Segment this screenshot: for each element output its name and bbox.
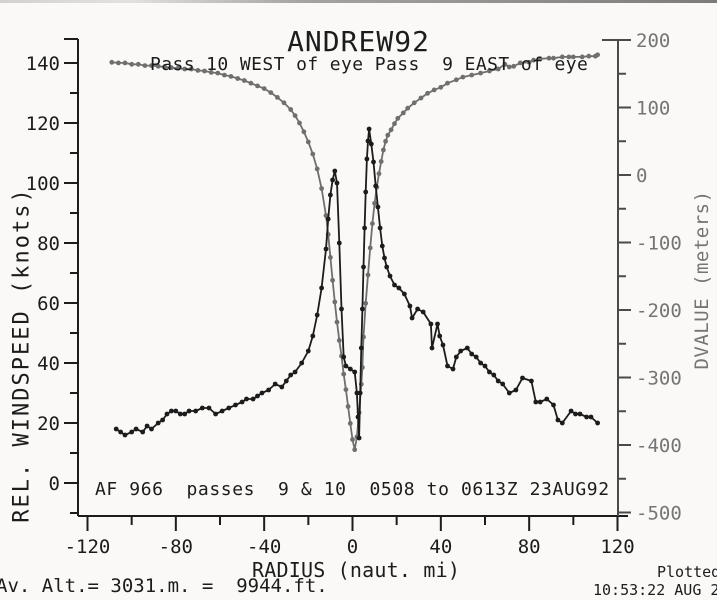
svg-text:100: 100 [26,173,60,195]
right-axis: 200 100 0 -100 -200 -300 -400 -500 [602,30,682,525]
svg-text:-40: -40 [247,536,281,558]
svg-text:80: 80 [518,536,541,558]
svg-text:200: 200 [636,30,670,52]
svg-text:40: 40 [429,536,452,558]
svg-text:120: 120 [600,536,634,558]
svg-text:-80: -80 [159,536,193,558]
svg-text:-400: -400 [636,435,682,457]
x-axis-title: RADIUS (naut. mi) [252,558,461,582]
svg-text:-120: -120 [65,536,111,558]
svg-text:140: 140 [26,53,60,75]
chart-subtitle: Pass 10 WEST of eye Pass 9 EAST of eye [150,54,589,75]
plotted-timestamp: 10:53:22 AUG 23 [593,581,717,599]
series-rel-windspeed [113,126,600,441]
flight-annotation: AF 966 passes 9 & 10 0508 to 0613Z 23AUG… [95,479,610,500]
svg-text:0: 0 [636,165,647,187]
right-axis-title: DVALUE (meters) [691,190,714,370]
svg-text:20: 20 [37,413,60,435]
svg-text:-200: -200 [636,300,682,322]
left-axis-title: REL. WINDSPEED (knots) [9,187,35,523]
svg-text:-100: -100 [636,233,682,255]
svg-text:80: 80 [37,233,60,255]
svg-text:-500: -500 [636,503,682,525]
left-axis: 0 20 40 60 80 100 120 140 [26,38,79,516]
altitude-note: Av. Alt.= 3031.m. = 9944.ft. [0,575,328,597]
svg-text:40: 40 [37,353,60,375]
svg-text:60: 60 [37,293,60,315]
scan-artifact-top [0,0,717,3]
svg-text:0: 0 [347,536,358,558]
plotted-label: Plotted at [657,563,717,581]
chart-title: ANDREW92 [287,25,430,58]
svg-text:100: 100 [636,98,670,120]
svg-text:120: 120 [26,113,60,135]
svg-text:-300: -300 [636,368,682,390]
svg-text:0: 0 [49,473,60,495]
bottom-axis: -120 -80 -40 0 40 80 120 [65,515,635,558]
